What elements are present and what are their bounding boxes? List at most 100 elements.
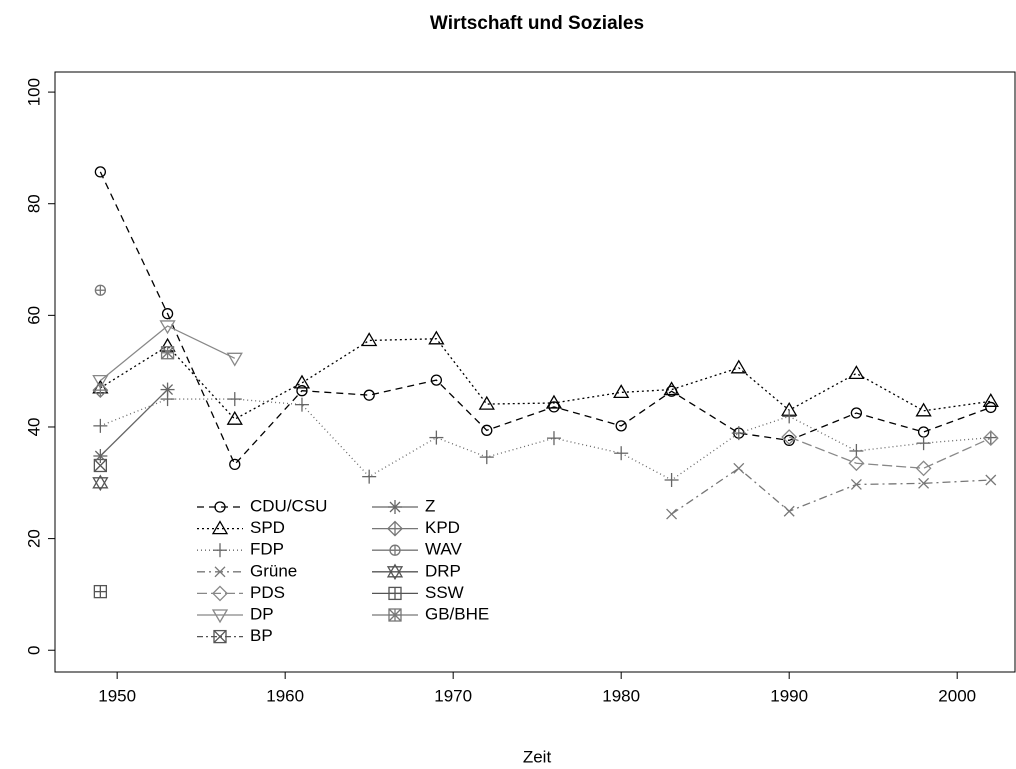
data-point bbox=[93, 418, 108, 433]
data-point bbox=[983, 430, 998, 445]
y-tick-label: 80 bbox=[24, 194, 43, 213]
x-tick-label: 1990 bbox=[770, 686, 808, 705]
data-point bbox=[848, 365, 865, 380]
series-line bbox=[788, 436, 992, 469]
data-point bbox=[848, 455, 865, 472]
data-point bbox=[731, 426, 746, 441]
x-tick-label: 1960 bbox=[266, 686, 304, 705]
data-point bbox=[363, 389, 375, 401]
data-point bbox=[915, 402, 932, 417]
series-line bbox=[671, 467, 991, 515]
y-tick-label: 60 bbox=[24, 306, 43, 325]
data-point bbox=[615, 420, 627, 432]
series-line bbox=[100, 398, 991, 481]
legend-marker bbox=[214, 501, 226, 513]
marker-part bbox=[848, 365, 865, 380]
legend-label: Z bbox=[425, 496, 435, 515]
data-point bbox=[917, 426, 930, 438]
marker-part bbox=[615, 420, 627, 432]
data-point bbox=[664, 473, 679, 487]
marker-part bbox=[481, 424, 493, 436]
data-point bbox=[92, 375, 109, 389]
marker-part bbox=[363, 389, 375, 401]
legend-label: Grüne bbox=[250, 561, 297, 580]
marker-part bbox=[548, 401, 560, 413]
marker-part bbox=[162, 384, 174, 396]
data-point bbox=[430, 374, 443, 386]
data-point bbox=[294, 397, 309, 412]
data-point bbox=[226, 410, 243, 425]
data-point bbox=[918, 477, 930, 489]
marker-part bbox=[545, 394, 563, 409]
data-point bbox=[548, 401, 560, 413]
legend-marker bbox=[213, 629, 227, 644]
data-point bbox=[478, 395, 495, 410]
x-tick-label: 1980 bbox=[602, 686, 640, 705]
legend-label: FDP bbox=[250, 540, 284, 559]
data-point bbox=[94, 284, 107, 296]
data-point bbox=[982, 430, 999, 447]
y-tick-label: 40 bbox=[24, 418, 43, 437]
marker-part bbox=[388, 608, 402, 622]
marker-part bbox=[478, 395, 495, 410]
marker-part bbox=[94, 450, 106, 462]
data-point bbox=[915, 460, 932, 477]
marker-part bbox=[212, 585, 228, 602]
marker-part bbox=[92, 375, 109, 389]
data-point bbox=[982, 393, 999, 407]
legend-label: DRP bbox=[425, 561, 461, 580]
marker-part bbox=[214, 566, 226, 578]
marker-part bbox=[733, 462, 745, 474]
legend-label: SPD bbox=[250, 518, 285, 537]
legend-marker bbox=[211, 609, 229, 624]
plot-frame bbox=[54, 71, 1016, 673]
marker-part bbox=[982, 393, 999, 407]
legend-label: DP bbox=[250, 604, 274, 623]
data-point bbox=[159, 320, 176, 335]
legend-label: SSW bbox=[425, 583, 464, 602]
legend-marker bbox=[388, 500, 402, 514]
marker-part bbox=[389, 501, 401, 513]
legend-marker bbox=[211, 520, 229, 535]
data-point bbox=[985, 474, 997, 486]
data-point bbox=[293, 374, 311, 389]
data-point bbox=[545, 394, 563, 409]
legend-marker bbox=[387, 520, 403, 537]
data-point bbox=[733, 462, 745, 474]
marker-part bbox=[666, 508, 678, 520]
marker-part bbox=[361, 332, 378, 347]
chart-title: Wirtschaft und Soziales bbox=[430, 13, 644, 34]
marker-part bbox=[296, 385, 308, 397]
data-point bbox=[362, 469, 377, 484]
marker-part bbox=[428, 330, 445, 345]
marker-part bbox=[386, 563, 404, 578]
legend-label: CDU/CSU bbox=[250, 496, 327, 515]
data-point bbox=[850, 479, 862, 490]
data-point bbox=[850, 407, 863, 419]
marker-part bbox=[985, 474, 997, 486]
data-point bbox=[226, 352, 243, 367]
data-point bbox=[161, 308, 174, 320]
data-point bbox=[985, 401, 997, 414]
data-point bbox=[614, 446, 629, 461]
data-point bbox=[92, 474, 109, 492]
data-point bbox=[730, 359, 747, 374]
data-point bbox=[428, 330, 445, 345]
data-point bbox=[93, 449, 108, 463]
marker-part bbox=[850, 479, 862, 490]
data-point bbox=[783, 434, 795, 447]
marker-part bbox=[226, 410, 243, 425]
marker-part bbox=[915, 460, 932, 477]
data-point bbox=[782, 409, 797, 424]
marker-part bbox=[783, 505, 795, 517]
y-tick-label: 100 bbox=[24, 78, 43, 106]
data-point bbox=[160, 346, 175, 360]
marker-part bbox=[783, 434, 795, 447]
y-tick-label: 20 bbox=[24, 529, 43, 548]
data-point bbox=[613, 384, 630, 399]
x-tick-label: 1950 bbox=[98, 686, 136, 705]
marker-part bbox=[92, 474, 109, 489]
marker-part bbox=[161, 346, 175, 360]
legend-marker bbox=[389, 544, 401, 556]
